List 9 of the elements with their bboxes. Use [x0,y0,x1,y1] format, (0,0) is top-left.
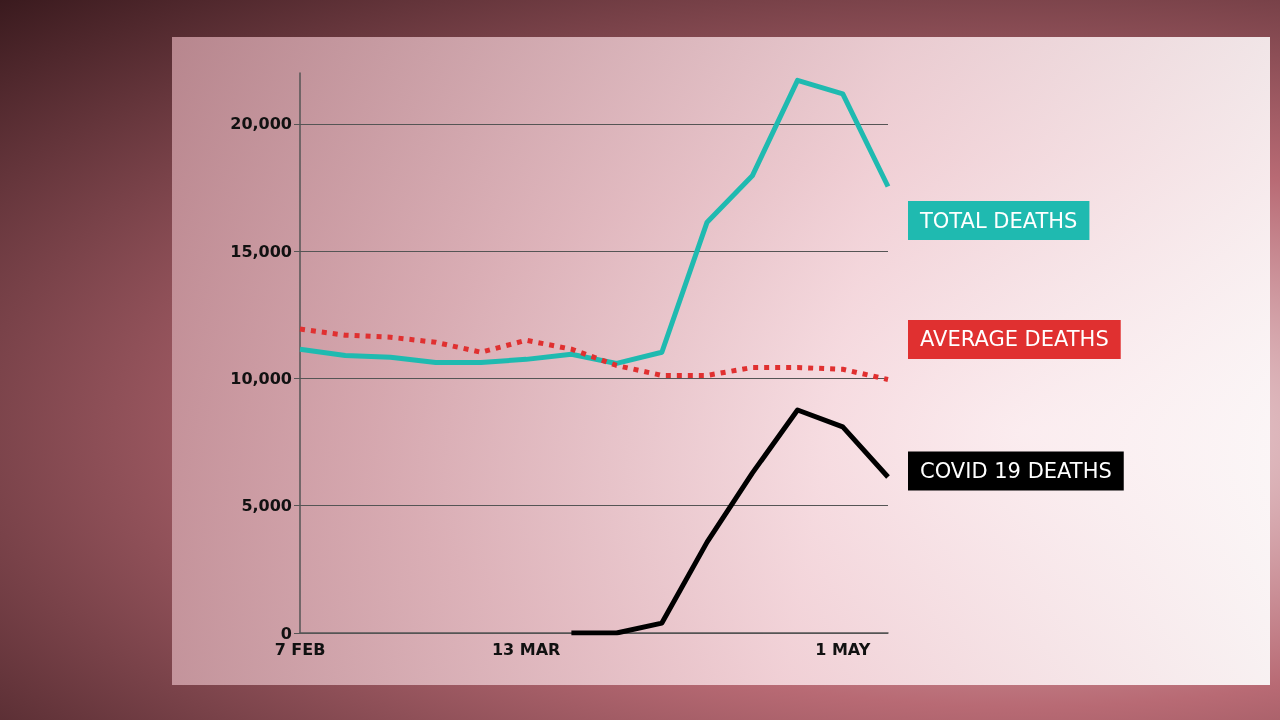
series-label: TOTAL DEATHS [919,208,1078,233]
x-tick-label: 13 MAR [491,639,561,659]
series-label: COVID 19 DEATHS [920,458,1112,483]
y-tick-label: 20,000 [230,114,292,134]
y-tick-label: 10,000 [230,368,292,388]
text: AVERAGE DEATHS [920,327,1109,352]
y-tick-label: 15,000 [230,241,292,261]
x-tick-label: 1 MAY [815,639,871,659]
y-tick-label: 5,000 [241,496,292,516]
